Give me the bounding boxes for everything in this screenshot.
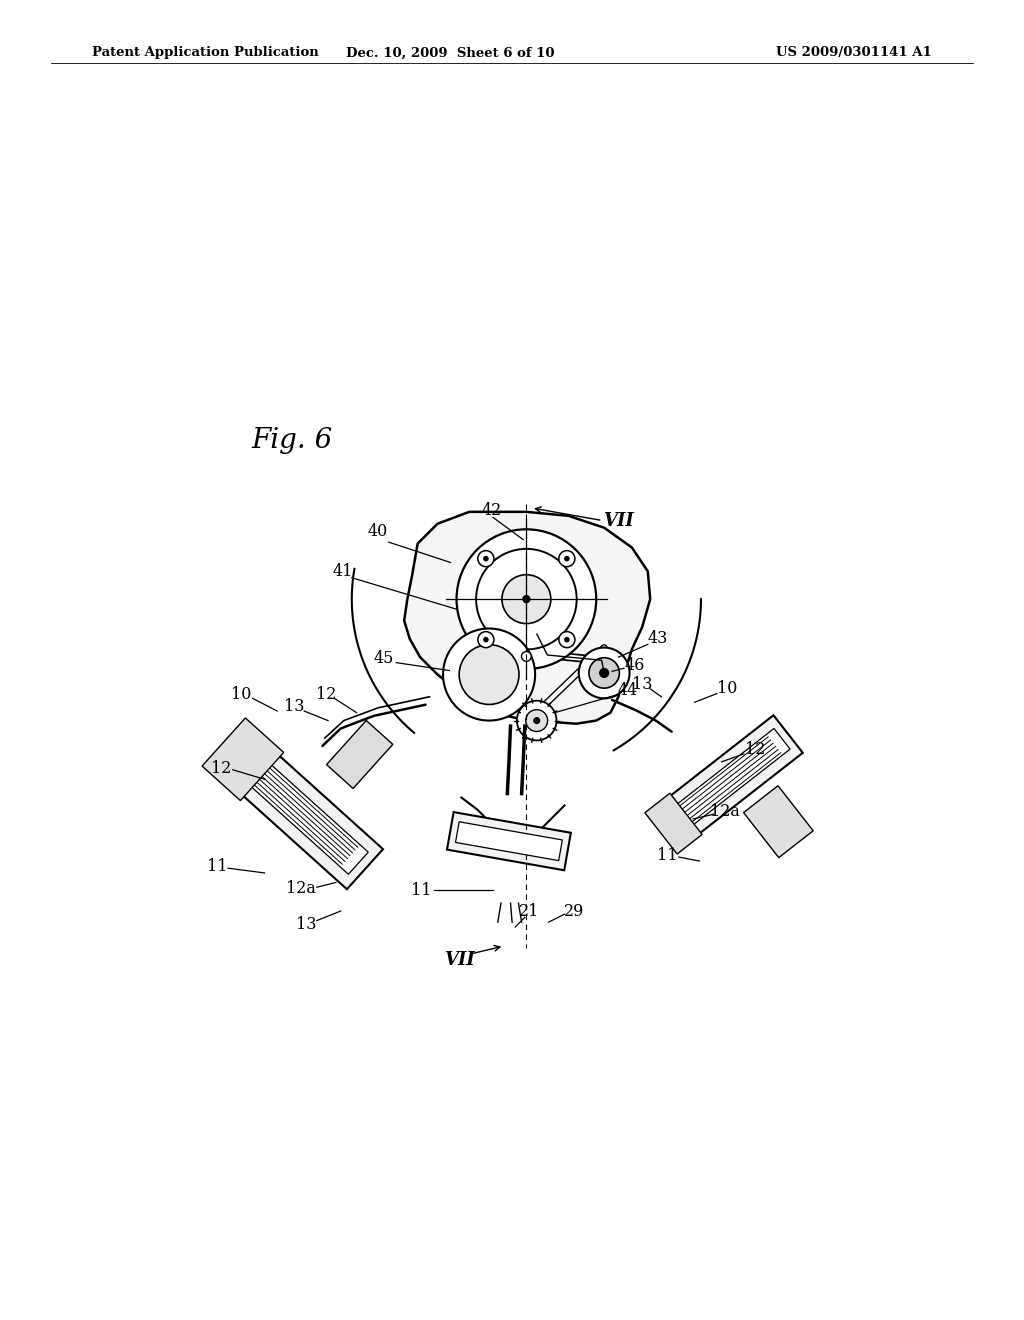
Circle shape: [476, 549, 577, 649]
Text: 40: 40: [368, 523, 388, 540]
Polygon shape: [456, 822, 562, 861]
Text: 11: 11: [657, 847, 678, 865]
Circle shape: [483, 556, 488, 561]
Text: 12a: 12a: [286, 880, 316, 898]
Text: Patent Application Publication: Patent Application Publication: [92, 46, 318, 59]
Polygon shape: [665, 729, 791, 834]
Text: 13: 13: [632, 676, 652, 693]
Text: 45: 45: [374, 651, 393, 667]
Text: 46: 46: [625, 656, 644, 673]
Circle shape: [559, 631, 574, 648]
Text: 42: 42: [481, 502, 502, 519]
Text: 13: 13: [285, 698, 305, 715]
Text: 13: 13: [296, 916, 316, 933]
Circle shape: [559, 550, 574, 566]
Text: 12: 12: [316, 686, 337, 702]
Polygon shape: [214, 730, 383, 890]
Circle shape: [522, 595, 530, 603]
Text: 12: 12: [744, 742, 765, 759]
Text: 41: 41: [332, 562, 352, 579]
Text: 44: 44: [617, 682, 638, 698]
Text: 43: 43: [648, 631, 669, 647]
Circle shape: [478, 550, 494, 566]
Text: 29: 29: [564, 903, 584, 920]
Polygon shape: [651, 715, 803, 847]
Polygon shape: [327, 721, 393, 788]
Text: US 2009/0301141 A1: US 2009/0301141 A1: [776, 46, 932, 59]
Circle shape: [564, 636, 569, 643]
Circle shape: [459, 644, 519, 705]
Text: 10: 10: [231, 686, 252, 702]
Polygon shape: [447, 812, 570, 870]
Circle shape: [579, 648, 630, 698]
Circle shape: [457, 529, 596, 669]
Text: 11: 11: [412, 882, 432, 899]
Circle shape: [564, 556, 569, 561]
Circle shape: [589, 657, 620, 688]
Circle shape: [599, 668, 609, 678]
Circle shape: [517, 701, 557, 741]
Text: VII: VII: [603, 512, 634, 529]
Text: 11: 11: [207, 858, 227, 875]
Circle shape: [478, 631, 494, 648]
Circle shape: [525, 710, 548, 731]
Text: 12a: 12a: [710, 803, 739, 820]
Text: 21: 21: [519, 903, 540, 920]
Circle shape: [521, 652, 531, 661]
Polygon shape: [645, 793, 702, 854]
Circle shape: [502, 574, 551, 623]
Polygon shape: [743, 785, 813, 858]
Circle shape: [534, 717, 541, 725]
Text: Fig. 6: Fig. 6: [251, 426, 332, 454]
Circle shape: [483, 636, 488, 643]
Text: 10: 10: [717, 680, 737, 697]
Text: 12: 12: [212, 760, 231, 776]
Circle shape: [443, 628, 536, 721]
Polygon shape: [404, 512, 650, 723]
Text: VII: VII: [444, 952, 475, 969]
Text: Dec. 10, 2009  Sheet 6 of 10: Dec. 10, 2009 Sheet 6 of 10: [346, 46, 555, 59]
Polygon shape: [202, 718, 284, 801]
Polygon shape: [229, 744, 369, 874]
